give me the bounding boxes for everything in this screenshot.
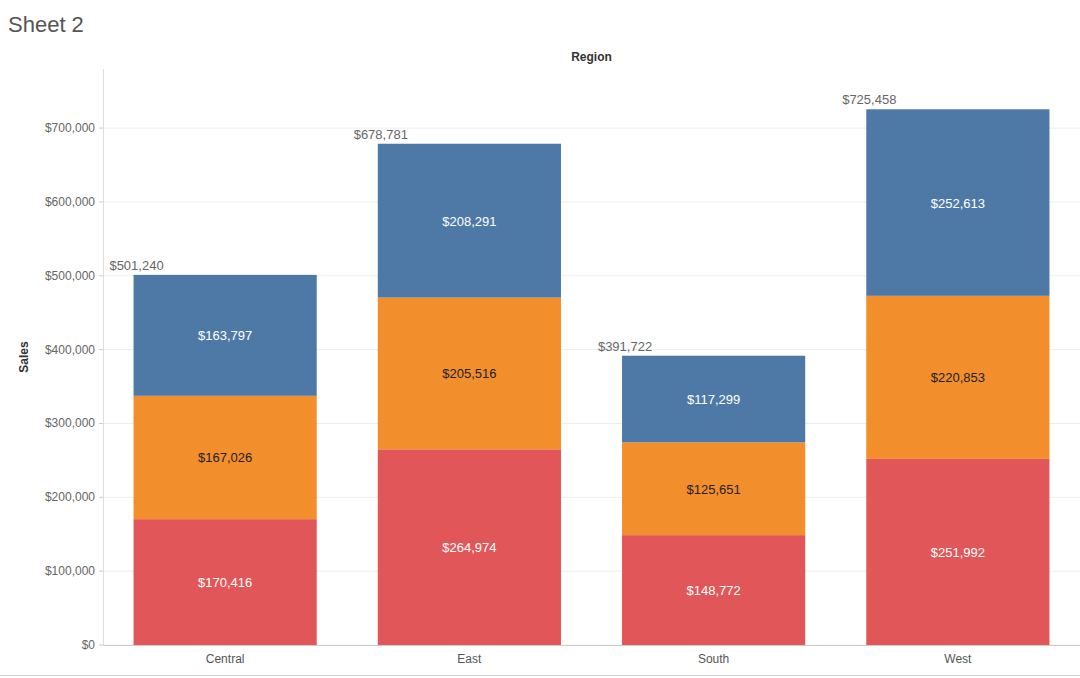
bar-segment (622, 535, 805, 645)
y-axis-label: Sales (17, 341, 31, 373)
total-label: $501,240 (109, 258, 163, 273)
y-tick-label: $0 (82, 638, 96, 652)
bar-segment (378, 449, 561, 645)
bar-segment (378, 144, 561, 298)
bar-segment (866, 459, 1049, 645)
x-axis-line (103, 645, 1080, 646)
bar-segment (866, 109, 1049, 296)
y-tick-label: $100,000 (45, 564, 95, 578)
bar-segment (622, 442, 805, 535)
data-label: $264,974 (442, 540, 496, 555)
data-label: $252,613 (931, 196, 985, 211)
data-label: $163,797 (198, 328, 252, 343)
data-label: $125,651 (687, 482, 741, 497)
y-tick-label: $400,000 (45, 343, 95, 357)
grid (99, 128, 1080, 645)
chart: Sheet 2 Region Sales $0 $100,000 $200,000 $300… (0, 0, 1080, 678)
data-label: $167,026 (198, 450, 252, 465)
tick-mark (99, 201, 103, 202)
data-label: $148,772 (687, 583, 741, 598)
x-tick-label: Central (206, 652, 245, 666)
y-tick-label: $500,000 (45, 269, 95, 283)
tick-mark (99, 128, 103, 129)
bar-segment (134, 275, 317, 396)
data-label: $205,516 (442, 366, 496, 381)
y-tick-label: $600,000 (45, 195, 95, 209)
bar-segment (622, 356, 805, 443)
y-axis-line (103, 69, 104, 645)
bar-segment (134, 396, 317, 519)
x-tick-label: West (944, 652, 972, 666)
tick-mark (99, 423, 103, 424)
tick-mark (99, 571, 103, 572)
y-tick-label: $300,000 (45, 416, 95, 430)
bar-segment (378, 298, 561, 450)
data-label: $170,416 (198, 575, 252, 590)
tick-mark (99, 645, 103, 646)
x-tick-label: East (457, 652, 482, 666)
data-labels: $170,416 $264,974 $148,772 $251,992 $167,026… (198, 196, 985, 599)
total-label: $725,458 (842, 92, 896, 107)
x-axis-label: Region (571, 50, 612, 64)
bar-segment (134, 519, 317, 645)
x-tick-label: South (698, 652, 729, 666)
data-label: $220,853 (931, 370, 985, 385)
bars (134, 109, 1050, 645)
tick-mark (99, 275, 103, 276)
tick-mark (99, 497, 103, 498)
data-label: $208,291 (442, 214, 496, 229)
y-tick-label: $700,000 (45, 121, 95, 135)
title: Sheet 2 (8, 12, 84, 37)
total-label: $678,781 (354, 127, 408, 142)
tick-mark (99, 349, 103, 350)
bar-segment (866, 296, 1049, 459)
frame-line (0, 675, 1080, 676)
y-tick-label: $200,000 (45, 490, 95, 504)
data-label: $117,299 (687, 392, 740, 407)
total-label: $391,722 (598, 339, 652, 354)
data-label: $251,992 (931, 545, 985, 560)
